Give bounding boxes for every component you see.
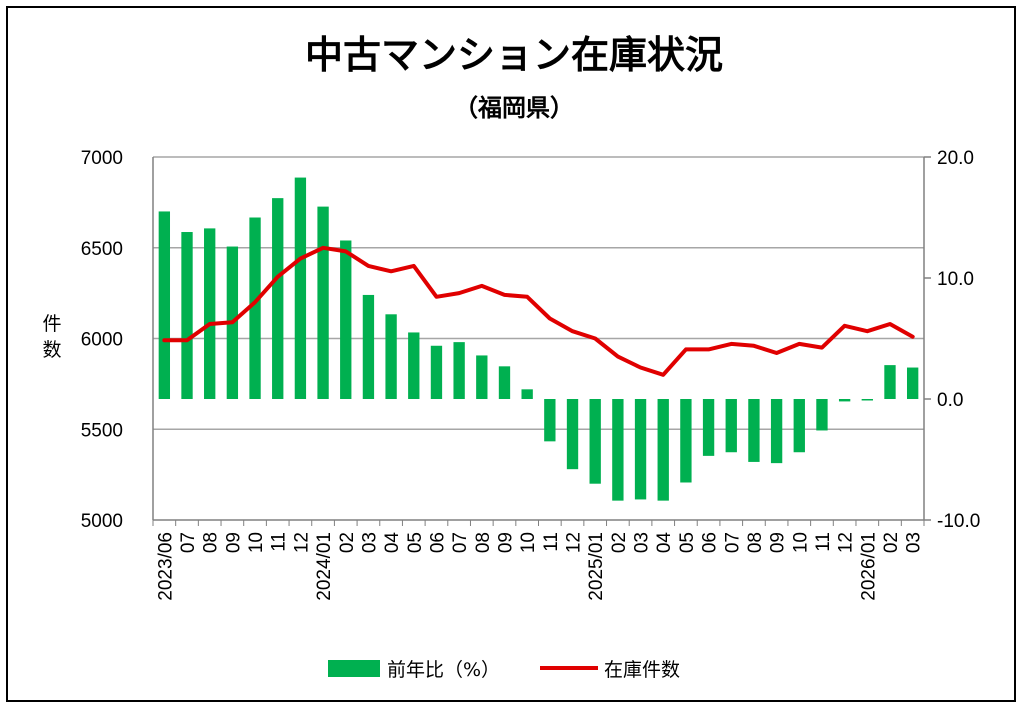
x-tick-label: 03 — [632, 532, 653, 553]
bar — [793, 399, 805, 453]
x-tick-label: 04 — [654, 532, 675, 554]
legend: 前年比（%） 在庫件数 — [328, 659, 680, 681]
chart-subtitle: （福岡県） — [454, 94, 574, 122]
x-tick-label: 08 — [201, 532, 222, 553]
bar — [680, 399, 692, 483]
right-tick-label: 10.0 — [937, 269, 974, 290]
legend-bar-label: 前年比（%） — [387, 659, 500, 681]
bar-series — [158, 177, 919, 501]
x-tick-label: 11 — [813, 532, 834, 552]
bar — [453, 342, 465, 399]
chart-frame — [6, 6, 1016, 702]
bar — [838, 399, 851, 402]
bar — [317, 206, 329, 399]
x-tick-label: 12 — [291, 532, 312, 553]
x-tick-label: 08 — [745, 532, 766, 553]
bar — [566, 399, 579, 470]
inventory-line — [162, 245, 915, 377]
bar — [158, 211, 171, 399]
bar — [702, 399, 715, 456]
y-axis-label-char: 数 — [42, 339, 61, 361]
bar — [204, 228, 216, 399]
bar — [476, 355, 488, 399]
left-tick-label: 5500 — [81, 420, 123, 441]
x-tick-label: 12 — [836, 532, 857, 553]
x-tick-label: 2025/01 — [586, 532, 607, 601]
bar — [521, 389, 533, 399]
legend-line-label: 在庫件数 — [604, 659, 680, 681]
bar — [294, 177, 307, 399]
x-tick-label: 02 — [881, 532, 902, 553]
x-tick-label: 05 — [405, 532, 426, 553]
chart-title: 中古マンション在庫状況 — [305, 33, 723, 77]
left-tick-label: 6000 — [81, 330, 123, 351]
x-tick-label: 06 — [700, 532, 721, 553]
x-tick-label: 07 — [722, 532, 743, 553]
bar — [906, 367, 919, 399]
y-axis-label-char: 件 — [42, 313, 61, 335]
y-axis-label: 件数 — [42, 313, 61, 361]
bar — [544, 399, 556, 442]
x-tick-label: 03 — [359, 532, 380, 553]
bar — [408, 332, 420, 399]
left-tick-label: 5000 — [81, 511, 123, 532]
axes — [152, 156, 931, 526]
left-tick-label: 7000 — [81, 148, 123, 169]
x-tick-label: 08 — [473, 532, 494, 553]
x-tick-label: 11 — [541, 532, 562, 552]
x-tick-label: 02 — [609, 532, 630, 553]
x-tick-label: 02 — [337, 532, 358, 553]
x-tick-label: 10 — [518, 532, 539, 553]
bar — [634, 399, 647, 500]
bar — [861, 399, 873, 401]
x-tick-label: 04 — [382, 532, 403, 554]
bar — [657, 399, 669, 501]
x-axis-ticks: 2023/06 07 08 09 10 11 12 2024/01 02 03 04 05 06 07 08… — [155, 532, 924, 601]
x-tick-label: 09 — [495, 532, 516, 553]
bar — [430, 345, 443, 399]
bar — [884, 365, 896, 399]
bar — [612, 399, 624, 501]
x-tick-label: 12 — [564, 532, 585, 553]
line-series — [162, 245, 915, 377]
bar — [362, 294, 375, 399]
bar — [748, 399, 760, 462]
x-tick-label: 07 — [178, 532, 199, 553]
bar — [816, 399, 828, 431]
bar — [181, 232, 193, 399]
bar — [340, 240, 352, 399]
right-tick-label: 0.0 — [937, 390, 963, 411]
bar — [385, 314, 397, 399]
bar — [725, 399, 737, 453]
bar — [249, 217, 261, 399]
left-tick-label: 6500 — [81, 239, 123, 260]
bar — [589, 399, 601, 484]
gridlines — [153, 156, 924, 430]
legend-bar-swatch — [328, 660, 380, 677]
bar — [770, 399, 783, 464]
x-tick-label: 09 — [768, 532, 789, 553]
x-tick-label: 11 — [269, 532, 290, 552]
bar — [498, 366, 511, 399]
x-tick-label: 10 — [246, 532, 267, 553]
x-tick-label: 06 — [427, 532, 448, 553]
right-axis-ticks: 20.0 10.0 0.0 -10.0 — [937, 148, 980, 532]
x-tick-label: 09 — [223, 532, 244, 553]
x-tick-label: 2026/01 — [858, 532, 879, 601]
x-tick-label: 2024/01 — [314, 532, 335, 601]
x-tick-label: 2023/06 — [155, 532, 176, 601]
right-tick-label: 20.0 — [937, 148, 974, 169]
x-tick-label: 07 — [450, 532, 471, 553]
bar — [272, 198, 284, 399]
x-tick-label: 10 — [790, 532, 811, 553]
x-tick-label: 03 — [904, 532, 925, 553]
x-tick-label: 05 — [677, 532, 698, 553]
left-axis-ticks: 7000 6500 6000 5500 5000 — [81, 148, 123, 532]
right-tick-label: -10.0 — [937, 511, 980, 532]
